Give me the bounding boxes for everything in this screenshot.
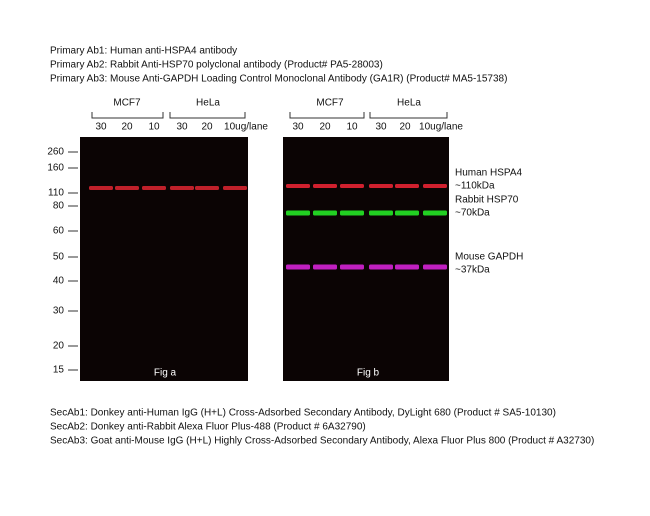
band-annotation: Human HSPA4 [455,168,523,179]
band [423,264,447,270]
band [223,186,247,190]
band [369,210,393,216]
group-brackets [91,112,448,119]
lane-label: 20 [121,122,133,133]
band [286,264,310,270]
band-annotation: ~110kDa [455,181,495,192]
band [170,186,194,190]
band [423,210,447,216]
header-line: Primary Ab3: Mouse Anti-GAPDH Loading Co… [50,74,507,85]
band [313,210,337,216]
marker-label: 60 [53,226,65,237]
band [369,184,393,188]
band [395,264,419,270]
band-annotation: Rabbit HSP70 [455,195,519,206]
footer-line: SecAb2: Donkey anti-Rabbit Alexa Fluor P… [50,422,366,433]
band [395,210,419,216]
lane-label: 30 [375,122,387,133]
group-label: MCF7 [113,98,141,109]
marker-label: 160 [47,163,64,174]
header-line: Primary Ab1: Human anti-HSPA4 antibody [50,46,237,57]
lane-label: 20 [201,122,213,133]
band [286,184,310,188]
lane-label: 30 [176,122,188,133]
band [142,186,166,190]
band [115,186,139,190]
lane-label: 10 [148,122,160,133]
group-label: HeLa [397,98,421,109]
band [340,210,364,216]
band [423,184,447,188]
blot-panel-b [283,137,449,381]
lane-label: 30 [95,122,107,133]
band [340,264,364,270]
band [313,184,337,188]
panel-label: Fig b [357,368,380,379]
band [195,186,219,190]
band [286,210,310,216]
band-annotation: ~37kDa [455,265,490,276]
panel-label: Fig a [154,368,177,379]
marker-label: 110 [48,188,64,199]
band [340,184,364,188]
marker-label: 20 [53,341,65,352]
marker-label: 15 [53,365,65,376]
lane-label: 20 [319,122,331,133]
lane-label: 30 [292,122,304,133]
band [369,264,393,270]
marker-label: 50 [53,252,65,263]
footer-line: SecAb1: Donkey anti-Human IgG (H+L) Cros… [50,408,556,419]
band-annotation: Mouse GAPDH [455,252,523,263]
marker-label: 80 [53,201,65,212]
lane-label: 10 [346,122,358,133]
lane-label: 10ug/lane [224,122,268,133]
lane-label: 10ug/lane [419,122,463,133]
header-line: Primary Ab2: Rabbit Anti-HSP70 polyclona… [50,60,383,71]
marker-label: 40 [53,276,65,287]
marker-label: 30 [53,306,65,317]
lane-label: 20 [399,122,411,133]
band [89,186,113,190]
footer-line: SecAb3: Goat anti-Mouse IgG (H+L) Highly… [50,436,594,447]
marker-label: 260 [47,147,64,158]
group-label: HeLa [196,98,220,109]
blot-panel-a [80,137,248,381]
band [395,184,419,188]
group-label: MCF7 [316,98,344,109]
band-annotation: ~70kDa [455,208,490,219]
band [313,264,337,270]
